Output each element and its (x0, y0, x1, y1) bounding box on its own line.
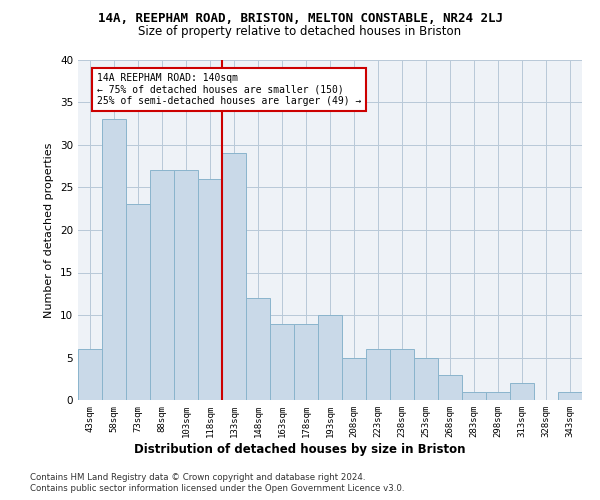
Bar (198, 179, 222, 400)
Bar (438, 374, 462, 400)
Y-axis label: Number of detached properties: Number of detached properties (44, 142, 55, 318)
Bar (270, 324, 294, 400)
Bar (414, 358, 438, 400)
Bar (174, 170, 198, 400)
Bar (366, 349, 390, 400)
Text: 14A, REEPHAM ROAD, BRISTON, MELTON CONSTABLE, NR24 2LJ: 14A, REEPHAM ROAD, BRISTON, MELTON CONST… (97, 12, 503, 26)
Text: 14A REEPHAM ROAD: 140sqm
← 75% of detached houses are smaller (150)
25% of semi-: 14A REEPHAM ROAD: 140sqm ← 75% of detach… (97, 72, 362, 106)
Bar (246, 298, 270, 400)
Bar (102, 120, 126, 400)
Bar (510, 383, 534, 400)
Bar (318, 315, 342, 400)
Bar (558, 392, 582, 400)
Bar (222, 154, 246, 400)
Bar (294, 324, 318, 400)
Text: Distribution of detached houses by size in Briston: Distribution of detached houses by size … (134, 442, 466, 456)
Bar (78, 349, 102, 400)
Bar (126, 204, 150, 400)
Bar (342, 358, 366, 400)
Bar (486, 392, 510, 400)
Bar (150, 170, 174, 400)
Bar (390, 349, 414, 400)
Text: Size of property relative to detached houses in Briston: Size of property relative to detached ho… (139, 25, 461, 38)
Text: Contains HM Land Registry data © Crown copyright and database right 2024.: Contains HM Land Registry data © Crown c… (30, 472, 365, 482)
Bar (462, 392, 486, 400)
Text: Contains public sector information licensed under the Open Government Licence v3: Contains public sector information licen… (30, 484, 404, 493)
